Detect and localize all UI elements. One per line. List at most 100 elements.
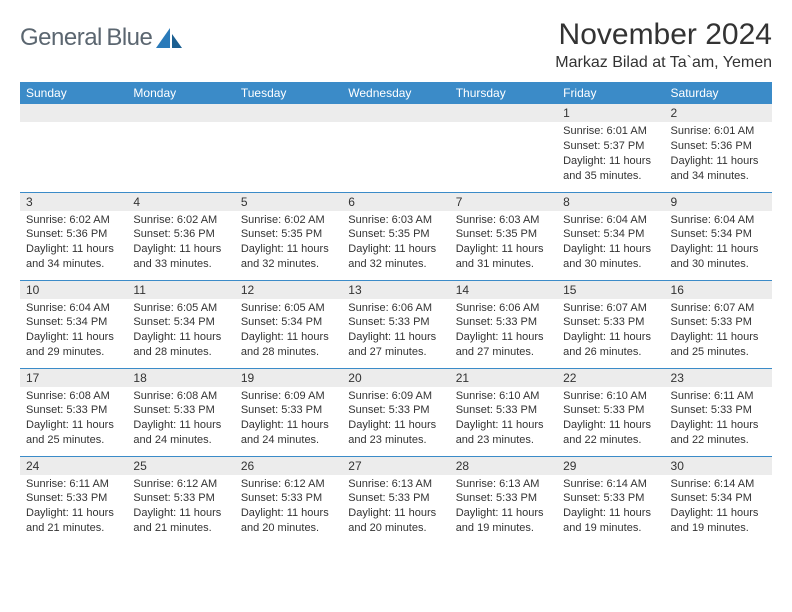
day-number: 23 (665, 369, 772, 387)
day-number: 18 (127, 369, 234, 387)
calendar-week-row: 3Sunrise: 6:02 AMSunset: 5:36 PMDaylight… (20, 192, 772, 280)
day-number: 25 (127, 457, 234, 475)
calendar-day-cell: 21Sunrise: 6:10 AMSunset: 5:33 PMDayligh… (450, 368, 557, 456)
calendar-day-cell: 25Sunrise: 6:12 AMSunset: 5:33 PMDayligh… (127, 456, 234, 544)
calendar-day-cell: 5Sunrise: 6:02 AMSunset: 5:35 PMDaylight… (235, 192, 342, 280)
day-number: 11 (127, 281, 234, 299)
calendar-day-cell: 19Sunrise: 6:09 AMSunset: 5:33 PMDayligh… (235, 368, 342, 456)
weekday-header: Monday (127, 82, 234, 104)
day-number: 22 (557, 369, 664, 387)
day-number: 13 (342, 281, 449, 299)
logo-blue-text: Blue (106, 24, 152, 51)
day-content: Sunrise: 6:01 AMSunset: 5:37 PMDaylight:… (557, 122, 664, 187)
calendar-week-row: 1Sunrise: 6:01 AMSunset: 5:37 PMDaylight… (20, 104, 772, 192)
day-number: 2 (665, 104, 772, 122)
weekday-header: Friday (557, 82, 664, 104)
day-content: Sunrise: 6:11 AMSunset: 5:33 PMDaylight:… (665, 387, 772, 452)
day-number: 28 (450, 457, 557, 475)
calendar-day-cell (20, 104, 127, 192)
day-content: Sunrise: 6:06 AMSunset: 5:33 PMDaylight:… (450, 299, 557, 364)
calendar-day-cell: 29Sunrise: 6:14 AMSunset: 5:33 PMDayligh… (557, 456, 664, 544)
calendar-day-cell: 30Sunrise: 6:14 AMSunset: 5:34 PMDayligh… (665, 456, 772, 544)
calendar-day-cell: 8Sunrise: 6:04 AMSunset: 5:34 PMDaylight… (557, 192, 664, 280)
day-number: 19 (235, 369, 342, 387)
calendar-day-cell: 16Sunrise: 6:07 AMSunset: 5:33 PMDayligh… (665, 280, 772, 368)
calendar-day-cell: 3Sunrise: 6:02 AMSunset: 5:36 PMDaylight… (20, 192, 127, 280)
empty-daynum-strip (20, 104, 127, 122)
day-content: Sunrise: 6:09 AMSunset: 5:33 PMDaylight:… (342, 387, 449, 452)
day-content: Sunrise: 6:04 AMSunset: 5:34 PMDaylight:… (20, 299, 127, 364)
day-number: 6 (342, 193, 449, 211)
calendar-week-row: 17Sunrise: 6:08 AMSunset: 5:33 PMDayligh… (20, 368, 772, 456)
day-number: 4 (127, 193, 234, 211)
day-content: Sunrise: 6:05 AMSunset: 5:34 PMDaylight:… (235, 299, 342, 364)
logo-text: General Blue (20, 24, 152, 52)
calendar-day-cell: 7Sunrise: 6:03 AMSunset: 5:35 PMDaylight… (450, 192, 557, 280)
calendar-week-row: 24Sunrise: 6:11 AMSunset: 5:33 PMDayligh… (20, 456, 772, 544)
calendar-day-cell (342, 104, 449, 192)
weekday-header: Tuesday (235, 82, 342, 104)
day-content: Sunrise: 6:03 AMSunset: 5:35 PMDaylight:… (342, 211, 449, 276)
logo-gray-text: General (20, 24, 102, 51)
day-number: 29 (557, 457, 664, 475)
calendar-day-cell: 27Sunrise: 6:13 AMSunset: 5:33 PMDayligh… (342, 456, 449, 544)
calendar-day-cell (450, 104, 557, 192)
calendar-body: 1Sunrise: 6:01 AMSunset: 5:37 PMDaylight… (20, 104, 772, 544)
day-content: Sunrise: 6:08 AMSunset: 5:33 PMDaylight:… (20, 387, 127, 452)
calendar-week-row: 10Sunrise: 6:04 AMSunset: 5:34 PMDayligh… (20, 280, 772, 368)
weekday-header: Sunday (20, 82, 127, 104)
weekday-header: Thursday (450, 82, 557, 104)
calendar-day-cell: 12Sunrise: 6:05 AMSunset: 5:34 PMDayligh… (235, 280, 342, 368)
calendar-day-cell: 9Sunrise: 6:04 AMSunset: 5:34 PMDaylight… (665, 192, 772, 280)
calendar-day-cell: 13Sunrise: 6:06 AMSunset: 5:33 PMDayligh… (342, 280, 449, 368)
weekday-header: Wednesday (342, 82, 449, 104)
day-number: 16 (665, 281, 772, 299)
day-content: Sunrise: 6:04 AMSunset: 5:34 PMDaylight:… (557, 211, 664, 276)
day-content: Sunrise: 6:07 AMSunset: 5:33 PMDaylight:… (557, 299, 664, 364)
day-content: Sunrise: 6:09 AMSunset: 5:33 PMDaylight:… (235, 387, 342, 452)
empty-daynum-strip (127, 104, 234, 122)
calendar-day-cell: 26Sunrise: 6:12 AMSunset: 5:33 PMDayligh… (235, 456, 342, 544)
day-number: 3 (20, 193, 127, 211)
day-number: 12 (235, 281, 342, 299)
calendar-day-cell: 6Sunrise: 6:03 AMSunset: 5:35 PMDaylight… (342, 192, 449, 280)
day-number: 7 (450, 193, 557, 211)
calendar-header-row: SundayMondayTuesdayWednesdayThursdayFrid… (20, 82, 772, 104)
calendar-day-cell: 18Sunrise: 6:08 AMSunset: 5:33 PMDayligh… (127, 368, 234, 456)
day-content: Sunrise: 6:10 AMSunset: 5:33 PMDaylight:… (557, 387, 664, 452)
day-content: Sunrise: 6:06 AMSunset: 5:33 PMDaylight:… (342, 299, 449, 364)
calendar-day-cell: 4Sunrise: 6:02 AMSunset: 5:36 PMDaylight… (127, 192, 234, 280)
day-number: 9 (665, 193, 772, 211)
calendar-day-cell: 28Sunrise: 6:13 AMSunset: 5:33 PMDayligh… (450, 456, 557, 544)
empty-daynum-strip (235, 104, 342, 122)
logo-sail-icon (156, 28, 182, 48)
location: Markaz Bilad at Ta`am, Yemen (555, 54, 772, 72)
title-block: November 2024 Markaz Bilad at Ta`am, Yem… (555, 18, 772, 72)
day-content: Sunrise: 6:13 AMSunset: 5:33 PMDaylight:… (450, 475, 557, 540)
calendar-day-cell: 2Sunrise: 6:01 AMSunset: 5:36 PMDaylight… (665, 104, 772, 192)
calendar-day-cell (235, 104, 342, 192)
day-number: 5 (235, 193, 342, 211)
day-number: 26 (235, 457, 342, 475)
logo: General Blue (20, 18, 182, 52)
calendar-day-cell: 17Sunrise: 6:08 AMSunset: 5:33 PMDayligh… (20, 368, 127, 456)
calendar-day-cell: 22Sunrise: 6:10 AMSunset: 5:33 PMDayligh… (557, 368, 664, 456)
day-content: Sunrise: 6:04 AMSunset: 5:34 PMDaylight:… (665, 211, 772, 276)
day-content: Sunrise: 6:12 AMSunset: 5:33 PMDaylight:… (235, 475, 342, 540)
day-number: 24 (20, 457, 127, 475)
day-number: 30 (665, 457, 772, 475)
day-number: 15 (557, 281, 664, 299)
day-content: Sunrise: 6:14 AMSunset: 5:33 PMDaylight:… (557, 475, 664, 540)
calendar-page: General Blue November 2024 Markaz Bilad … (0, 0, 792, 554)
day-content: Sunrise: 6:02 AMSunset: 5:36 PMDaylight:… (127, 211, 234, 276)
calendar-day-cell: 24Sunrise: 6:11 AMSunset: 5:33 PMDayligh… (20, 456, 127, 544)
day-number: 1 (557, 104, 664, 122)
month-title: November 2024 (555, 18, 772, 52)
day-number: 21 (450, 369, 557, 387)
day-number: 8 (557, 193, 664, 211)
calendar-day-cell: 20Sunrise: 6:09 AMSunset: 5:33 PMDayligh… (342, 368, 449, 456)
day-content: Sunrise: 6:03 AMSunset: 5:35 PMDaylight:… (450, 211, 557, 276)
calendar-day-cell: 1Sunrise: 6:01 AMSunset: 5:37 PMDaylight… (557, 104, 664, 192)
day-content: Sunrise: 6:02 AMSunset: 5:35 PMDaylight:… (235, 211, 342, 276)
day-number: 10 (20, 281, 127, 299)
